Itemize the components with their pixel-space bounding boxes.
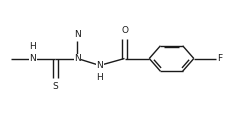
Text: N: N xyxy=(30,54,36,63)
Text: N: N xyxy=(74,54,81,63)
Text: N: N xyxy=(96,61,103,70)
Text: N: N xyxy=(74,30,81,39)
Text: H: H xyxy=(30,42,36,51)
Text: N: N xyxy=(74,54,81,63)
Text: S: S xyxy=(52,82,58,91)
Text: O: O xyxy=(121,26,128,35)
Text: H: H xyxy=(96,73,103,82)
Text: F: F xyxy=(217,54,222,63)
